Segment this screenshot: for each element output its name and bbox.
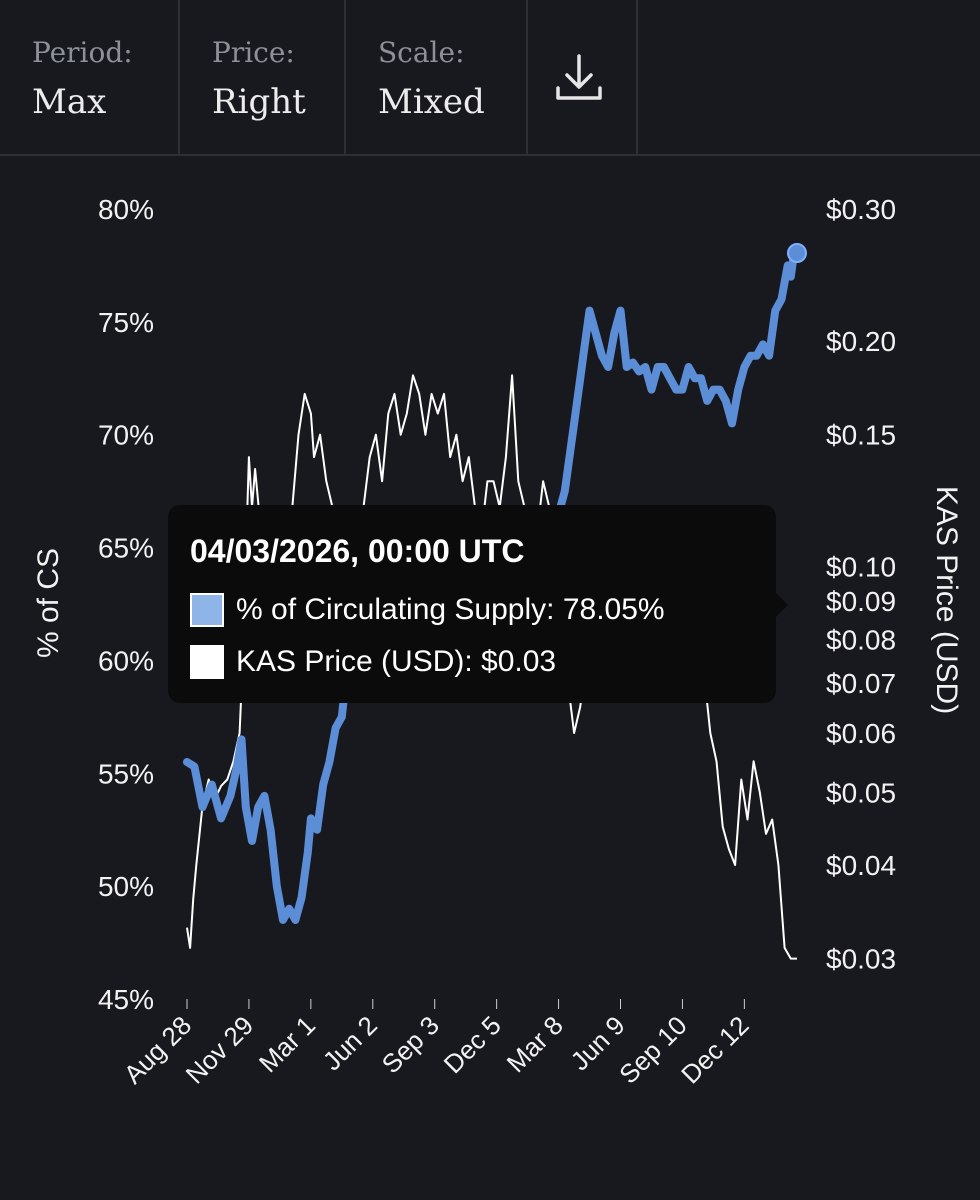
right-tick-label: $0.04	[826, 850, 896, 881]
left-tick-label: 70%	[98, 420, 154, 451]
left-tick-label: 65%	[98, 533, 154, 564]
right-tick-label: $0.03	[826, 944, 896, 975]
right-tick-label: $0.09	[826, 586, 896, 617]
supply-swatch	[190, 593, 224, 627]
tooltip-supply-text: % of Circulating Supply: 78.05%	[236, 593, 665, 626]
hover-marker[interactable]	[787, 243, 807, 264]
left-axis-title: % of CS	[32, 548, 65, 658]
left-tick-label: 55%	[98, 758, 154, 789]
right-tick-label: $0.15	[826, 420, 896, 451]
x-tick-label: Dec 5	[438, 1010, 507, 1079]
tooltip-date: 04/03/2026, 00:00 UTC	[190, 533, 525, 569]
price-value: Right	[212, 82, 306, 122]
right-axis: $0.30 $0.20 $0.15 $0.10$0.09 $0.08 $0.07 $0.06…	[826, 194, 896, 975]
right-tick-label: $0.10	[826, 552, 896, 583]
period-value: Max	[32, 82, 107, 122]
x-tick-label: Mar 8	[501, 1010, 569, 1078]
x-tick-label: Nov 29	[180, 1010, 259, 1089]
tooltip-price-text: KAS Price (USD): $0.03	[236, 645, 557, 678]
left-axis: 80% 75% 70% 65% 60% 55% 50% 45%	[98, 194, 154, 1015]
toolbar: Period: Max Price: Right Scale: Mixed	[0, 0, 980, 156]
x-tick-label: Sep 10	[613, 1010, 692, 1089]
right-tick-label: $0.06	[826, 718, 896, 749]
x-tick-label: Sep 3	[376, 1010, 445, 1079]
download-icon	[556, 54, 602, 100]
scale-label: Scale:	[378, 36, 465, 69]
right-tick-label: $0.30	[826, 194, 896, 225]
right-tick-label: $0.08	[826, 624, 896, 655]
left-tick-label: 80%	[98, 194, 154, 225]
x-tick-label: Dec 12	[675, 1010, 754, 1089]
right-axis-title: KAS Price (USD)	[930, 486, 963, 714]
price-selector[interactable]: Price: Right	[180, 0, 346, 156]
price-swatch	[190, 645, 224, 679]
left-tick-label: 60%	[98, 645, 154, 676]
left-tick-label: 45%	[98, 984, 154, 1015]
period-selector[interactable]: Period: Max	[0, 0, 180, 156]
price-label: Price:	[212, 36, 295, 69]
x-tick-label: Jun 2	[317, 1010, 383, 1076]
right-tick-label: $0.05	[826, 777, 896, 808]
right-tick-label: $0.07	[826, 668, 896, 699]
left-tick-label: 75%	[98, 307, 154, 338]
scale-selector[interactable]: Scale: Mixed	[346, 0, 528, 156]
tooltip: 04/03/2026, 00:00 UTC % of Circulating S…	[168, 505, 788, 703]
x-tick-label: Mar 1	[253, 1010, 321, 1078]
x-tick-label: Aug 28	[118, 1010, 197, 1089]
download-button[interactable]	[528, 0, 638, 156]
right-tick-label: $0.20	[826, 326, 896, 357]
period-label: Period:	[32, 36, 133, 69]
scale-value: Mixed	[378, 82, 485, 122]
left-tick-label: 50%	[98, 871, 154, 902]
